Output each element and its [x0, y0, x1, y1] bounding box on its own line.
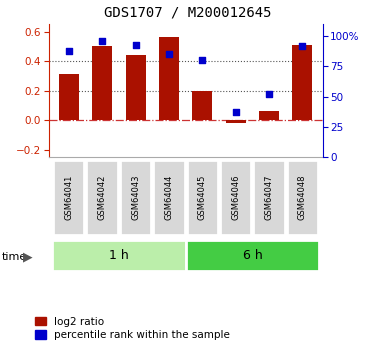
- Point: [166, 51, 172, 57]
- Point: [66, 48, 72, 53]
- Text: GDS1707 / M200012645: GDS1707 / M200012645: [104, 5, 271, 19]
- Text: GSM64042: GSM64042: [98, 175, 106, 220]
- Bar: [126, 55, 146, 120]
- Point: [200, 58, 206, 63]
- Text: 6 h: 6 h: [243, 249, 262, 262]
- Bar: [92, 46, 112, 120]
- FancyBboxPatch shape: [53, 160, 84, 235]
- FancyBboxPatch shape: [254, 160, 285, 235]
- FancyBboxPatch shape: [220, 160, 251, 235]
- Text: time: time: [2, 252, 27, 262]
- FancyBboxPatch shape: [153, 160, 184, 235]
- Text: 1 h: 1 h: [109, 249, 129, 262]
- Point: [99, 38, 105, 44]
- Bar: [292, 45, 312, 120]
- FancyBboxPatch shape: [52, 240, 186, 271]
- FancyBboxPatch shape: [87, 160, 118, 235]
- Bar: [59, 74, 79, 120]
- FancyBboxPatch shape: [287, 160, 318, 235]
- Bar: [259, 111, 279, 120]
- Text: GSM64041: GSM64041: [64, 175, 73, 220]
- Text: GSM64045: GSM64045: [198, 175, 207, 220]
- Legend: log2 ratio, percentile rank within the sample: log2 ratio, percentile rank within the s…: [35, 317, 230, 340]
- FancyBboxPatch shape: [186, 240, 319, 271]
- Text: GSM64043: GSM64043: [131, 175, 140, 220]
- Point: [266, 91, 272, 97]
- Text: GSM64047: GSM64047: [265, 175, 274, 220]
- Text: GSM64048: GSM64048: [298, 175, 307, 220]
- Point: [233, 109, 239, 115]
- Text: GSM64044: GSM64044: [164, 175, 173, 220]
- Bar: [159, 37, 179, 120]
- Point: [300, 43, 306, 49]
- Text: GSM64046: GSM64046: [231, 175, 240, 220]
- Bar: [192, 90, 212, 120]
- FancyBboxPatch shape: [120, 160, 151, 235]
- Bar: [226, 120, 246, 123]
- Text: ▶: ▶: [23, 250, 33, 264]
- Point: [132, 42, 138, 47]
- FancyBboxPatch shape: [187, 160, 218, 235]
